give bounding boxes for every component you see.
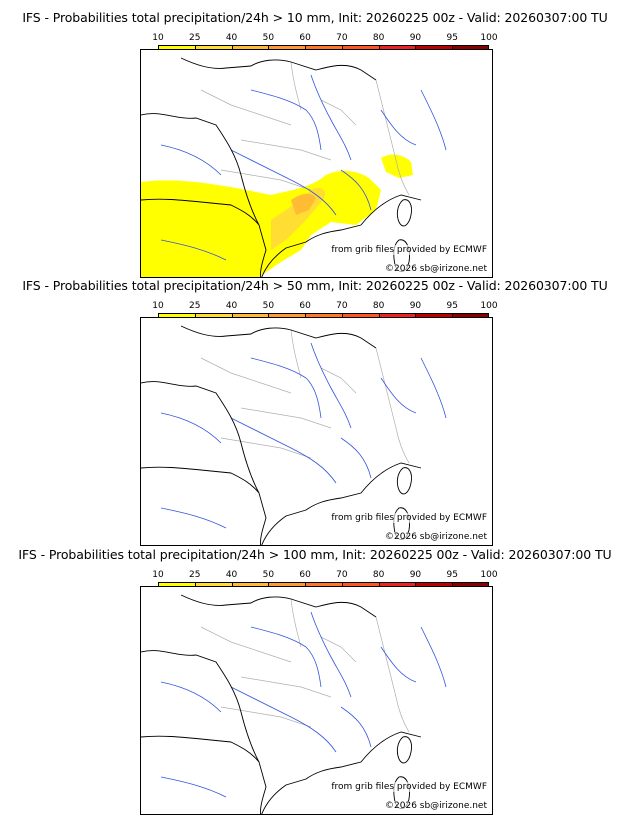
copyright-credit: ©2026 sb@irizone.net bbox=[385, 264, 487, 274]
colorbar-tick-label: 40 bbox=[225, 33, 238, 43]
copyright-credit: ©2026 sb@irizone.net bbox=[385, 532, 487, 542]
colorbar-tick-label: 100 bbox=[480, 33, 498, 43]
colorbar-tick-label: 90 bbox=[409, 33, 422, 43]
river-lines bbox=[160, 342, 447, 529]
colorbar-tick-label: 60 bbox=[299, 33, 311, 43]
precip-map: from grib files provided by ECMWF ©2026 … bbox=[140, 317, 493, 546]
colorbar: 10 25 40 50 60 70 80 90 95 100 bbox=[152, 570, 498, 590]
coastline bbox=[141, 325, 422, 545]
panel-title: IFS - Probabilities total precipitation/… bbox=[22, 278, 608, 293]
colorbar: 10 25 40 50 60 70 80 90 95 100 bbox=[152, 33, 498, 53]
river-lines bbox=[160, 611, 447, 798]
precip-area-yellow bbox=[381, 154, 413, 178]
colorbar-tick-label: 80 bbox=[372, 301, 385, 311]
border-lines bbox=[200, 598, 410, 733]
colorbar-tick-label: 60 bbox=[299, 570, 311, 580]
colorbar-tick-label: 100 bbox=[480, 570, 498, 580]
colorbar-tick-label: 25 bbox=[189, 301, 201, 311]
colorbar-tick-label: 90 bbox=[409, 301, 422, 311]
border-lines bbox=[200, 61, 410, 196]
colorbar-tick-label: 100 bbox=[480, 301, 498, 311]
precip-area-orange bbox=[291, 193, 316, 215]
colorbar-tick-label: 70 bbox=[336, 570, 348, 580]
colorbar-tick-label: 90 bbox=[409, 570, 422, 580]
corsica-outline bbox=[396, 467, 412, 495]
panel-title: IFS - Probabilities total precipitation/… bbox=[22, 10, 608, 25]
map-panel-10mm: IFS - Probabilities total precipitation/… bbox=[0, 10, 630, 278]
border-lines bbox=[200, 329, 410, 464]
map-drawing bbox=[141, 57, 447, 277]
source-credit: from grib files provided by ECMWF bbox=[331, 245, 487, 255]
source-credit: from grib files provided by ECMWF bbox=[331, 513, 487, 523]
colorbar-tick-label: 40 bbox=[225, 301, 238, 311]
colorbar-tick-label: 10 bbox=[152, 570, 164, 580]
colorbar-tick-label: 50 bbox=[262, 33, 275, 43]
precip-area-yellow bbox=[141, 170, 381, 277]
colorbar-tick-label: 95 bbox=[446, 33, 458, 43]
colorbar-tick-label: 25 bbox=[189, 33, 201, 43]
colorbar-tick-label: 50 bbox=[262, 301, 275, 311]
colorbar-tick-label: 70 bbox=[336, 33, 348, 43]
coastline bbox=[141, 57, 422, 277]
colorbar-tick-label: 95 bbox=[446, 301, 458, 311]
colorbar-tick-label: 95 bbox=[446, 570, 458, 580]
colorbar-tick-label: 80 bbox=[372, 570, 385, 580]
colorbar-tick-label: 80 bbox=[372, 33, 385, 43]
precip-map: from grib files provided by ECMWF ©2026 … bbox=[140, 49, 493, 278]
colorbar-tick-label: 50 bbox=[262, 570, 275, 580]
colorbar: 10 25 40 50 60 70 80 90 95 100 bbox=[152, 301, 498, 321]
source-credit: from grib files provided by ECMWF bbox=[331, 782, 487, 792]
colorbar-tick-label: 60 bbox=[299, 301, 311, 311]
map-panel-50mm: IFS - Probabilities total precipitation/… bbox=[0, 278, 630, 546]
panel-title: IFS - Probabilities total precipitation/… bbox=[18, 547, 612, 562]
map-panel-100mm: IFS - Probabilities total precipitation/… bbox=[0, 547, 630, 815]
colorbar-tick-label: 25 bbox=[189, 570, 201, 580]
corsica-outline bbox=[396, 736, 412, 764]
coastline bbox=[141, 594, 422, 814]
map-drawing bbox=[141, 594, 447, 814]
colorbar-tick-label: 10 bbox=[152, 301, 164, 311]
precip-map: from grib files provided by ECMWF ©2026 … bbox=[140, 586, 493, 815]
corsica-outline bbox=[396, 199, 412, 227]
colorbar-tick-label: 10 bbox=[152, 33, 164, 43]
colorbar-tick-label: 40 bbox=[225, 570, 238, 580]
river-lines bbox=[160, 74, 447, 261]
map-drawing bbox=[141, 325, 447, 545]
copyright-credit: ©2026 sb@irizone.net bbox=[385, 801, 487, 811]
colorbar-tick-label: 70 bbox=[336, 301, 348, 311]
